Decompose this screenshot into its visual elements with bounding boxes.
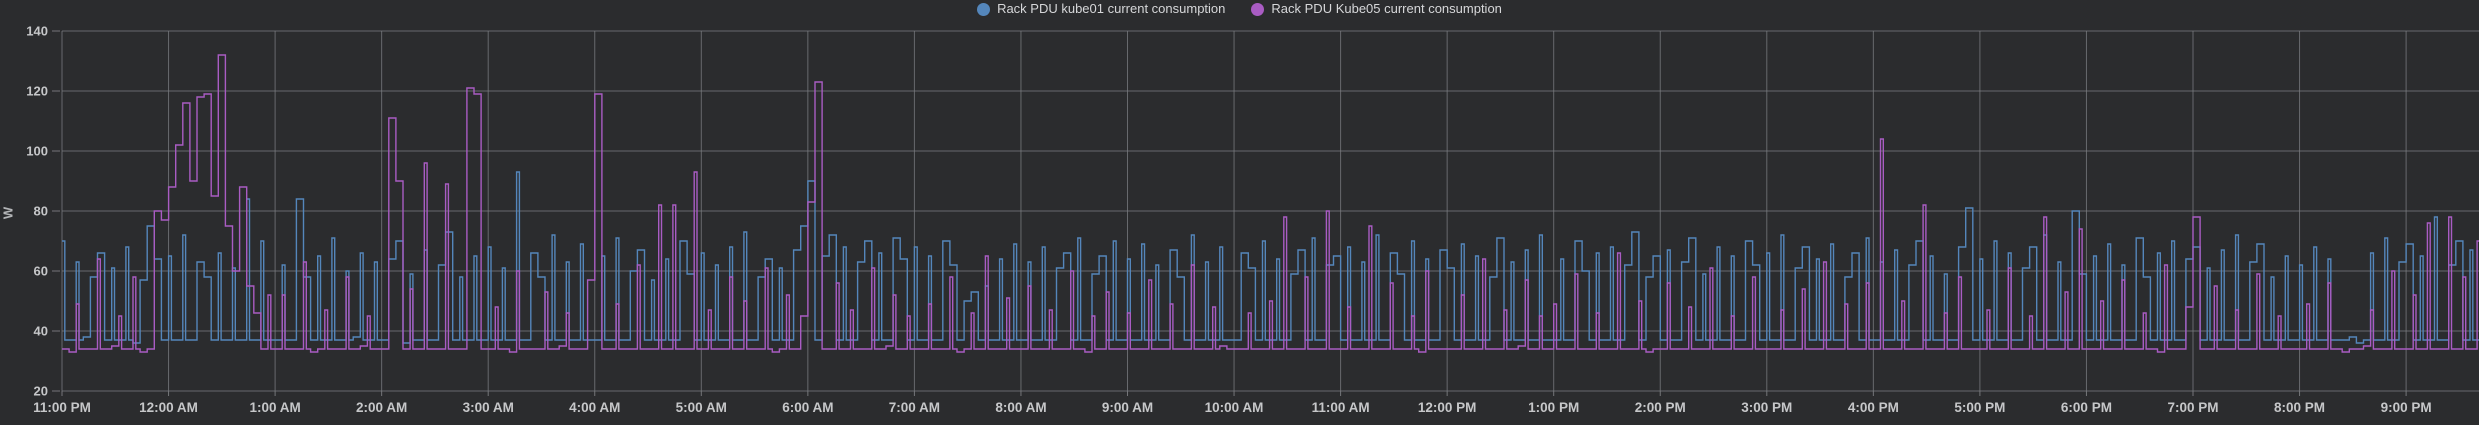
legend-label-kube01: Rack PDU kube01 current consumption: [997, 1, 1226, 16]
x-tick-label: 2:00 AM: [356, 400, 407, 415]
y-tick-label: 140: [26, 24, 48, 39]
x-tick-label: 10:00 AM: [1205, 400, 1264, 415]
y-tick-label: 120: [26, 84, 48, 99]
series-line-kube05: [62, 54, 2479, 353]
x-tick-label: 1:00 AM: [249, 400, 300, 415]
x-tick-label: 6:00 PM: [2061, 400, 2112, 415]
x-tick-label: 7:00 PM: [2167, 400, 2218, 415]
x-tick-label: 8:00 PM: [2274, 400, 2325, 415]
y-tick-label: 40: [34, 324, 48, 339]
x-tick-label: 11:00 AM: [1312, 400, 1370, 415]
y-tick-label: 100: [26, 144, 48, 159]
y-tick-label: 20: [34, 384, 48, 399]
y-axis-title: W: [0, 206, 16, 219]
x-tick-label: 2:00 PM: [1635, 400, 1686, 415]
legend-item-kube01[interactable]: Rack PDU kube01 current consumption: [977, 1, 1225, 17]
legend-item-kube05[interactable]: Rack PDU Kube05 current consumption: [1251, 1, 1502, 17]
x-tick-label: 12:00 AM: [139, 400, 198, 415]
x-tick-label: 5:00 PM: [1954, 400, 2005, 415]
x-tick-label: 4:00 PM: [1848, 400, 1899, 415]
x-tick-label: 8:00 AM: [995, 400, 1046, 415]
x-tick-label: 3:00 PM: [1741, 400, 1792, 415]
series-line-kube01: [62, 171, 2479, 344]
x-tick-label: 7:00 AM: [889, 400, 940, 415]
x-tick-label: 12:00 PM: [1418, 400, 1477, 415]
y-tick-label: 80: [34, 204, 48, 219]
x-tick-label: 9:00 PM: [2381, 400, 2432, 415]
x-tick-label: 5:00 AM: [676, 400, 727, 415]
x-tick-label: 6:00 AM: [782, 400, 833, 415]
series-color-dot-kube05: [1251, 2, 1265, 16]
legend: Rack PDU kube01 current consumption Rack…: [0, 0, 2479, 18]
x-tick-label: 3:00 AM: [463, 400, 514, 415]
x-tick-label: 1:00 PM: [1528, 400, 1579, 415]
x-tick-label: 11:00 PM: [33, 400, 91, 415]
series-color-dot-kube01: [977, 2, 991, 16]
x-tick-label: 9:00 AM: [1102, 400, 1153, 415]
legend-label-kube05: Rack PDU Kube05 current consumption: [1271, 1, 1502, 16]
x-tick-label: 4:00 AM: [569, 400, 620, 415]
y-tick-label: 60: [34, 264, 48, 279]
